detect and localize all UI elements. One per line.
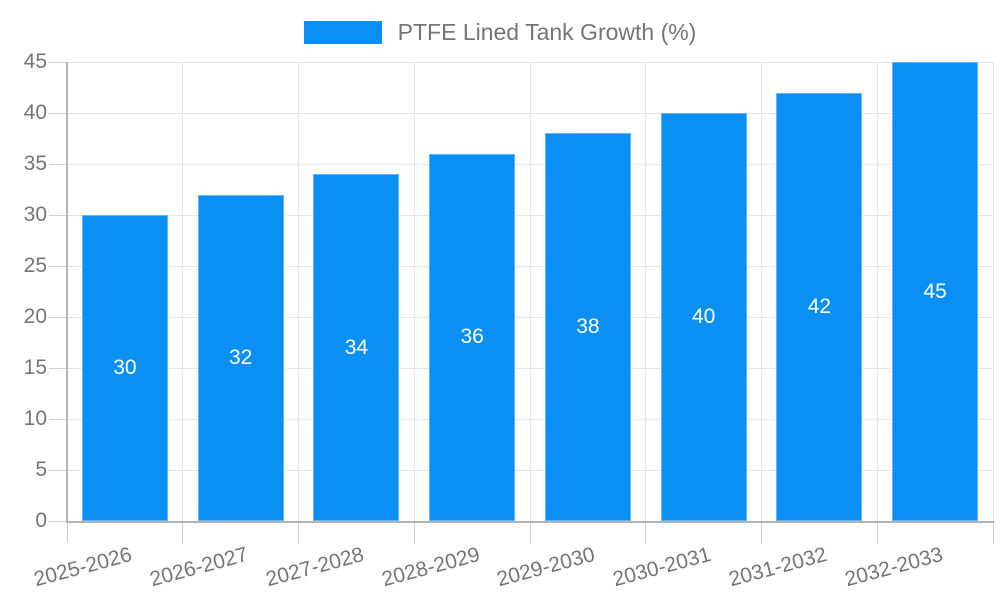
bar-2031-2032[interactable] — [776, 92, 863, 521]
y-axis-tick — [49, 163, 67, 165]
x-category-label: 2029-2030 — [494, 543, 598, 592]
v-gridline — [298, 62, 299, 521]
y-axis-tick — [49, 316, 67, 318]
x-category-label: 2031-2032 — [726, 543, 830, 592]
y-tick-label: 0 — [35, 509, 47, 532]
y-tick-label: 5 — [35, 458, 47, 481]
x-category-label: 2026-2027 — [147, 543, 251, 592]
y-tick-label: 40 — [23, 101, 47, 124]
bar-value-label: 42 — [807, 294, 832, 318]
bar-value-label: 30 — [113, 356, 137, 379]
bar-value-label: 36 — [460, 325, 484, 349]
y-axis-tick — [49, 520, 67, 522]
bar-value-label: 38 — [576, 315, 600, 339]
x-axis-tick — [761, 521, 762, 543]
bar-value-label: 32 — [228, 345, 253, 369]
v-gridline — [413, 62, 415, 521]
y-axis-tick — [49, 418, 67, 420]
x-category-label: 2030-2031 — [610, 543, 714, 592]
bar-2029-2030[interactable] — [544, 133, 631, 521]
v-gridline — [876, 62, 878, 521]
y-tick-label: 15 — [23, 356, 47, 379]
x-axis-tick — [992, 521, 994, 543]
v-gridline — [761, 62, 762, 521]
bar-value-label: 45 — [923, 279, 947, 303]
y-tick-label: 30 — [23, 203, 47, 226]
x-category-label: 2027-2028 — [263, 543, 367, 592]
bar-2032-2033[interactable] — [892, 62, 979, 521]
v-gridline — [529, 62, 531, 521]
x-axis-tick — [529, 521, 531, 543]
x-category-label: 2032-2033 — [842, 543, 946, 592]
v-gridline — [992, 62, 994, 521]
x-axis-tick — [182, 521, 184, 543]
x-axis-tick — [66, 521, 68, 543]
y-axis-tick — [49, 214, 67, 216]
bar-2028-2029[interactable] — [429, 153, 516, 521]
bar-value-label: 34 — [344, 335, 369, 359]
y-tick-label: 35 — [23, 152, 47, 175]
y-tick-label: 25 — [23, 254, 47, 277]
x-axis-tick — [298, 521, 299, 543]
y-axis-tick — [49, 367, 67, 369]
bar-value-label: 40 — [691, 305, 716, 328]
x-axis-tick — [413, 521, 415, 543]
y-axis-tick — [49, 61, 67, 63]
y-tick-label: 20 — [23, 305, 47, 328]
x-axis-tick — [645, 521, 647, 543]
x-category-label: 2025-2026 — [31, 543, 135, 592]
legend-label: PTFE Lined Tank Growth (%) — [397, 19, 697, 45]
y-tick-label: 10 — [23, 407, 47, 430]
x-category-label: 2028-2029 — [379, 543, 483, 592]
bar-2027-2028[interactable] — [313, 174, 400, 521]
y-axis-tick — [49, 265, 67, 267]
v-gridline — [182, 62, 184, 521]
y-axis-tick — [49, 112, 67, 114]
y-axis-tick — [49, 469, 67, 471]
bar-2026-2027[interactable] — [197, 194, 284, 521]
x-axis-tick — [876, 521, 878, 543]
bar-2030-2031[interactable] — [660, 113, 747, 521]
y-tick-label: 45 — [23, 50, 47, 73]
x-axis-line — [66, 521, 994, 523]
bar-2025-2026[interactable] — [81, 215, 168, 521]
v-gridline — [645, 62, 647, 521]
legend-swatch-icon — [303, 21, 382, 45]
legend[interactable]: PTFE Lined Tank Growth (%) — [0, 19, 1000, 45]
y-axis-line — [66, 62, 68, 523]
